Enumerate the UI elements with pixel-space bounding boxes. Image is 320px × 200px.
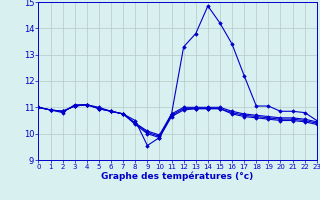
X-axis label: Graphe des températures (°c): Graphe des températures (°c) [101, 172, 254, 181]
